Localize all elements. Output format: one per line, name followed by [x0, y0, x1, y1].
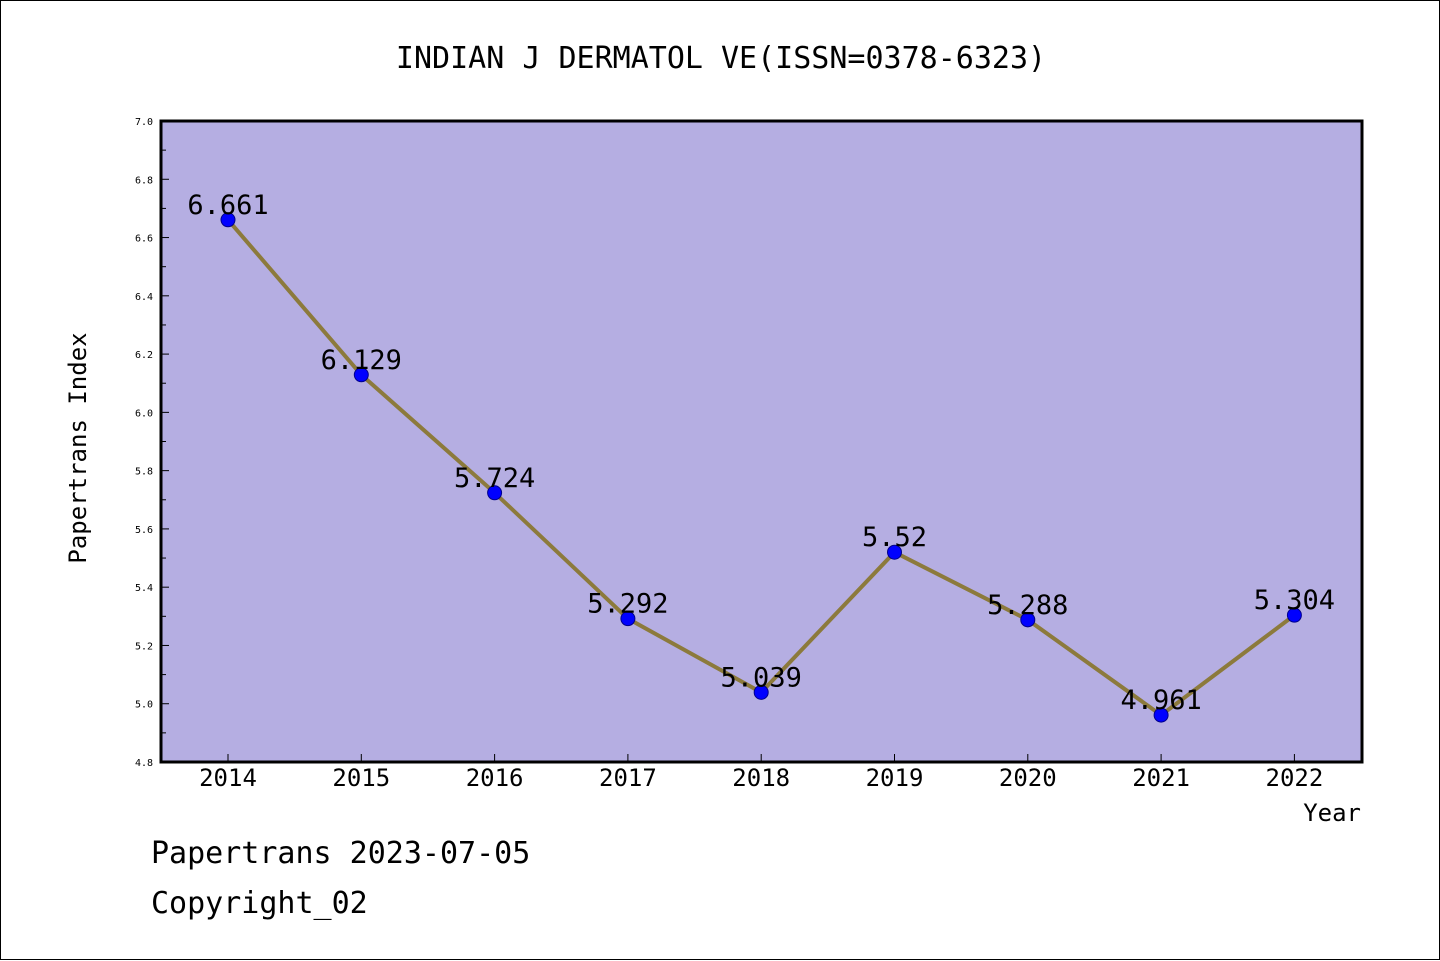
x-tick-label: 2017 — [599, 764, 657, 792]
x-tick-label: 2016 — [466, 764, 524, 792]
data-point — [753, 684, 769, 700]
data-label: 5.724 — [454, 463, 535, 494]
data-point — [1286, 607, 1302, 623]
y-tick-label: 5.8 — [135, 467, 153, 478]
data-point — [487, 485, 503, 501]
data-point — [887, 544, 902, 560]
y-tick-label: 6.2 — [135, 350, 153, 361]
x-axis: 2014 2015 2016 2017 2018 2019 2020 2021 2022 — [199, 754, 1323, 792]
y-tick-label: 5.0 — [135, 700, 153, 711]
x-tick-label: 2015 — [332, 764, 390, 792]
series-layer: 6.661 6.129 5.724 5.292 5.039 5.52 5.288 4.961 5… — [187, 190, 1335, 723]
chart-title: INDIAN J DERMATOL VE(ISSN=0378-6323) — [396, 41, 1046, 76]
data-point — [1020, 612, 1036, 628]
data-point — [620, 611, 636, 627]
data-label: 5.52 — [862, 522, 927, 553]
data-point — [220, 212, 236, 228]
data-label: 4.961 — [1120, 685, 1201, 716]
plot-area — [161, 121, 1362, 762]
footer-copyright-line: Copyright_02 — [151, 886, 368, 921]
data-label: 5.288 — [987, 590, 1068, 621]
y-tick-label: 6.4 — [135, 292, 153, 303]
x-tick-label: 2022 — [1266, 764, 1324, 792]
data-label: 5.304 — [1254, 585, 1335, 616]
y-tick-label: 7.0 — [135, 117, 153, 128]
x-tick-label: 2018 — [732, 764, 790, 792]
x-tick-label: 2014 — [199, 764, 257, 792]
plot-border — [159, 119, 1364, 764]
footer-date-line: Papertrans 2023-07-05 — [151, 836, 531, 871]
data-point — [1153, 707, 1169, 723]
y-tick-label: 4.8 — [135, 758, 153, 769]
x-axis-label: Year — [1303, 799, 1361, 827]
y-axis-label: Papertrans Index — [64, 332, 92, 563]
x-tick-label: 2020 — [999, 764, 1057, 792]
y-tick-label: 6.0 — [135, 408, 153, 419]
y-tick-label: 5.4 — [135, 583, 153, 594]
data-label: 5.292 — [587, 589, 668, 620]
data-point — [353, 367, 369, 383]
data-label: 6.661 — [187, 190, 268, 221]
x-tick-label: 2021 — [1132, 764, 1190, 792]
y-tick-label: 6.8 — [135, 175, 153, 186]
data-label: 6.129 — [321, 345, 402, 376]
y-tick-label: 6.6 — [135, 234, 153, 245]
y-tick-label: 5.6 — [135, 525, 153, 536]
y-tick-label: 5.2 — [135, 641, 153, 652]
data-label: 5.039 — [721, 662, 802, 693]
x-tick-label: 2019 — [866, 764, 924, 792]
